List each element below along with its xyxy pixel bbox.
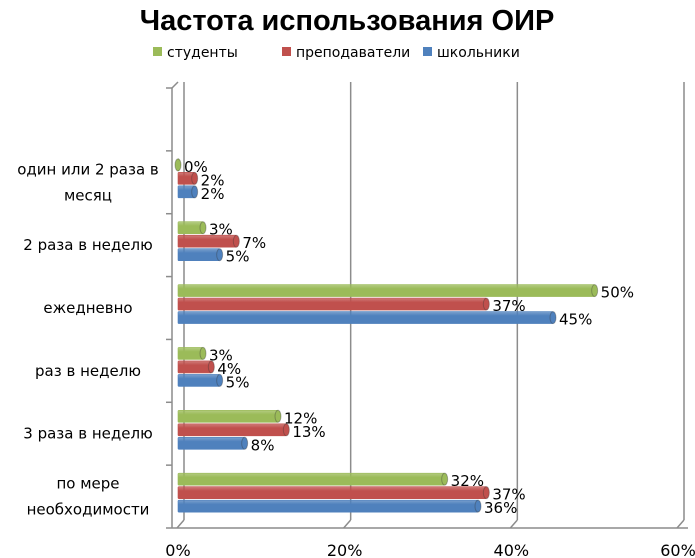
bar bbox=[177, 221, 204, 235]
x-tick-label: 0% bbox=[165, 541, 190, 558]
data-label: 12% bbox=[284, 409, 317, 427]
data-label: 36% bbox=[484, 499, 517, 517]
bar-cap bbox=[282, 423, 290, 437]
bar-cap bbox=[232, 234, 240, 248]
bar-cap bbox=[216, 248, 224, 262]
bar bbox=[177, 297, 487, 311]
data-label: 13% bbox=[292, 423, 325, 441]
bar-cap bbox=[241, 436, 249, 450]
data-label: 0% bbox=[184, 158, 208, 176]
category-label: один или 2 раза в bbox=[17, 160, 159, 178]
gridline-floor bbox=[676, 519, 685, 529]
bars bbox=[174, 158, 599, 513]
category-label: месяц bbox=[64, 186, 112, 204]
bar-cap bbox=[482, 297, 490, 311]
bar bbox=[177, 423, 287, 437]
gridline-floor bbox=[176, 519, 185, 529]
category-label: раз в неделю bbox=[35, 362, 141, 380]
bar bbox=[177, 486, 487, 499]
legend-label: преподаватели bbox=[296, 45, 410, 61]
category-label: по мере bbox=[56, 475, 119, 493]
category-label: 2 раза в неделю bbox=[23, 236, 152, 254]
bar bbox=[177, 436, 245, 450]
bar bbox=[177, 374, 220, 387]
data-label: 5% bbox=[226, 373, 250, 391]
gridline-floor bbox=[509, 519, 518, 529]
bar-cap bbox=[482, 486, 490, 500]
legend: студенты преподаватели школьники bbox=[153, 45, 520, 61]
legend-swatch bbox=[153, 47, 162, 56]
bar-cap bbox=[591, 284, 599, 298]
legend-swatch bbox=[423, 47, 432, 56]
data-label: 3% bbox=[209, 346, 233, 364]
data-label: 37% bbox=[492, 297, 525, 315]
chart-title: Частота использования ОИР bbox=[140, 5, 555, 37]
bar-cap bbox=[199, 221, 207, 235]
bar-cap bbox=[207, 360, 215, 374]
x-tick-label: 20% bbox=[327, 541, 363, 558]
data-label: 50% bbox=[601, 284, 634, 302]
data-label: 45% bbox=[559, 311, 592, 329]
bar-cap bbox=[474, 499, 482, 513]
legend-label: школьники bbox=[437, 45, 520, 61]
bar-cap bbox=[191, 185, 199, 199]
category-label: необходимости bbox=[27, 501, 150, 519]
bar-cap bbox=[199, 346, 207, 360]
bar bbox=[177, 248, 220, 262]
data-label: 2% bbox=[201, 185, 225, 203]
bar bbox=[177, 409, 279, 423]
bar-cap bbox=[216, 373, 224, 387]
bar bbox=[177, 499, 479, 513]
category-label: 3 раза в неделю bbox=[23, 425, 152, 443]
data-label: 4% bbox=[217, 360, 241, 378]
bar bbox=[177, 360, 212, 374]
data-label: 32% bbox=[451, 472, 484, 490]
data-label: 8% bbox=[251, 436, 275, 454]
legend-swatch bbox=[282, 47, 291, 56]
data-label: 3% bbox=[209, 221, 233, 239]
bar bbox=[177, 472, 445, 486]
gridline-floor bbox=[343, 519, 352, 529]
x-tick-label: 40% bbox=[494, 541, 530, 558]
data-label: 7% bbox=[242, 234, 266, 252]
bar-cap bbox=[549, 311, 557, 325]
data-label: 37% bbox=[492, 486, 525, 504]
data-label: 2% bbox=[201, 171, 225, 189]
gridlines bbox=[166, 81, 688, 529]
bar-cap bbox=[274, 409, 282, 423]
bar-cap bbox=[191, 171, 199, 185]
y-axis-top bbox=[171, 81, 179, 89]
bar bbox=[177, 347, 204, 360]
bar bbox=[177, 284, 595, 297]
data-label: 5% bbox=[226, 248, 250, 266]
category-label: ежедневно bbox=[43, 299, 132, 317]
bar-cap bbox=[441, 472, 449, 486]
x-tick-label: 60% bbox=[660, 541, 695, 558]
legend-label: студенты bbox=[167, 45, 238, 61]
labels: 0% 20% 40% 60%один или 2 раза вмесяц0%2%2%2… bbox=[17, 158, 695, 558]
bar-cap bbox=[174, 158, 182, 172]
